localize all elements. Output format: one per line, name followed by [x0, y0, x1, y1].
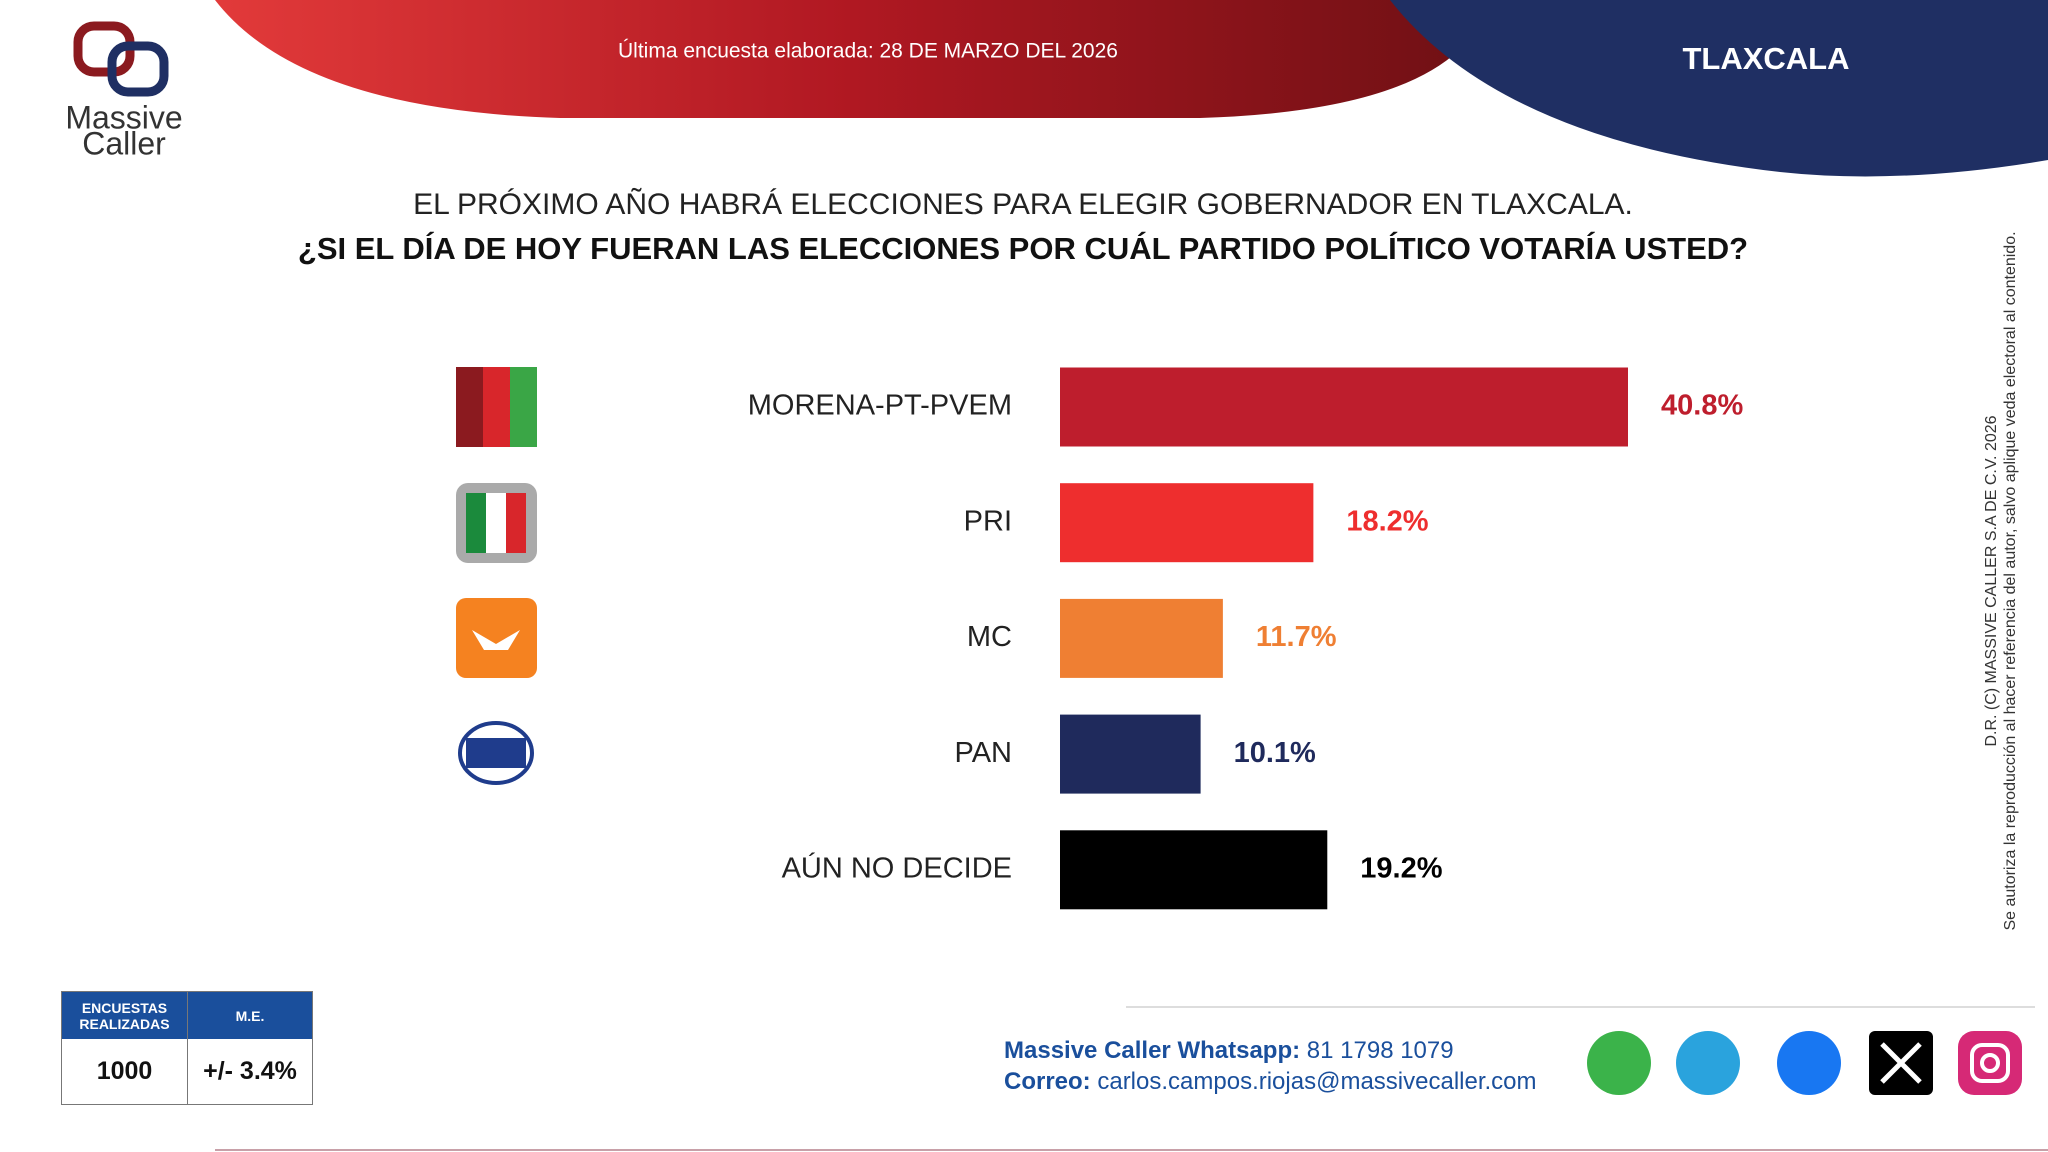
- notice: Se autoriza la reproducción al hacer ref…: [2002, 231, 2019, 930]
- region: TLAXCALA: [1682, 41, 1849, 76]
- value-label: 10.1%: [1234, 737, 1316, 769]
- bars: MORENA-PT-PVEM 40.8% PRI 18.2% MC 11.7% PAN 10.…: [748, 367, 1743, 910]
- facebook-icon[interactable]: [1777, 1031, 1841, 1095]
- whatsapp-icon[interactable]: [1587, 1031, 1651, 1095]
- social-icons: [1587, 1031, 2022, 1095]
- survey-date: Última encuesta elaborada: 28 DE MARZO D…: [618, 40, 1118, 63]
- header-region-band: [1390, 0, 2048, 177]
- email: carlos.campos.riojas@massivecaller.com: [1097, 1068, 1536, 1095]
- contact-line: Correo: carlos.campos.riojas@massivecall…: [1004, 1068, 1537, 1095]
- category-label: PRI: [964, 505, 1012, 537]
- chart-title: EL PRÓXIMO AÑO HABRÁ ELECCIONES PARA ELE…: [413, 187, 1633, 221]
- chart-subtitle: ¿SI EL DÍA DE HOY FUERAN LAS ELECCIONES …: [298, 231, 1748, 266]
- logo-text: Massive: [65, 99, 182, 135]
- value-label: 11.7%: [1256, 621, 1337, 653]
- header-band: [215, 0, 1490, 118]
- whatsapp: 81 1798 1079: [1307, 1037, 1454, 1064]
- sample-table: ENCUESTAS REALIZADAS M.E. 1000 +/- 3.4%: [61, 991, 313, 1105]
- contact-line: Massive Caller Whatsapp: 81 1798 1079: [1004, 1037, 1454, 1064]
- bar: [1060, 483, 1314, 563]
- logo-text: Caller: [82, 125, 166, 161]
- table-header: ENCUESTAS REALIZADAS: [62, 992, 187, 1039]
- whatsapp-label: Massive Caller Whatsapp:: [1004, 1037, 1300, 1064]
- logo: Massive Caller: [65, 21, 183, 161]
- category-label: AÚN NO DECIDE: [782, 851, 1012, 884]
- value-label: 18.2%: [1346, 505, 1428, 537]
- value-label: 40.8%: [1661, 390, 1743, 422]
- telegram-icon[interactable]: [1676, 1031, 1740, 1095]
- category-label: MC: [967, 621, 1012, 653]
- category-label: PAN: [955, 737, 1012, 769]
- bar: [1060, 714, 1201, 794]
- party-logos: [456, 367, 537, 785]
- table-cell: +/- 3.4%: [187, 1039, 312, 1104]
- bar: [1060, 830, 1328, 910]
- category-label: MORENA-PT-PVEM: [748, 390, 1012, 422]
- copyright: D.R. (C) MASSIVE CALLER S.A DE C.V. 2026: [1983, 415, 2000, 746]
- table-header: M.E.: [187, 992, 312, 1039]
- table-cell: 1000: [96, 1057, 153, 1085]
- instagram-icon[interactable]: [1958, 1031, 2022, 1095]
- bar: [1060, 367, 1628, 447]
- value-label: 19.2%: [1360, 852, 1442, 884]
- email-label: Correo:: [1004, 1068, 1091, 1095]
- bar: [1060, 598, 1223, 678]
